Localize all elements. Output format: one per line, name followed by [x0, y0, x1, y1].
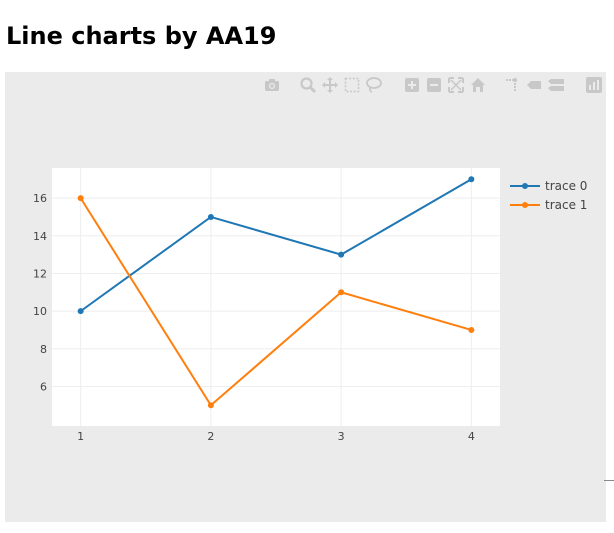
y-axis-ticks: 6 8 10 12 14 16 — [33, 192, 47, 393]
data-point[interactable] — [207, 213, 214, 220]
pan-icon[interactable] — [321, 76, 339, 94]
home-icon[interactable] — [469, 76, 487, 94]
spike-lines-icon[interactable] — [503, 76, 521, 94]
trace-1[interactable] — [77, 195, 475, 409]
x-tick-label: 2 — [207, 430, 214, 443]
hover-closest-icon[interactable] — [525, 76, 543, 94]
plot-area[interactable] — [52, 168, 500, 426]
y-tick-label: 16 — [33, 192, 47, 205]
data-point[interactable] — [77, 195, 84, 202]
legend-item-1[interactable]: trace 1 — [510, 198, 587, 212]
legend-marker-swatch — [522, 202, 528, 208]
legend[interactable]: trace 0 trace 1 — [510, 179, 587, 212]
x-tick-label: 1 — [77, 430, 84, 443]
series-line[interactable] — [79, 197, 472, 407]
trace-0[interactable] — [77, 176, 475, 315]
traces — [77, 176, 475, 409]
lasso-select-icon[interactable] — [365, 76, 383, 94]
y-tick-label: 8 — [40, 343, 47, 356]
page-title: Line charts by AA19 — [6, 22, 277, 50]
legend-label: trace 1 — [545, 198, 587, 212]
box-select-icon[interactable] — [343, 76, 361, 94]
data-point[interactable] — [468, 176, 475, 183]
zoom-in-icon[interactable] — [403, 76, 421, 94]
modebar — [263, 76, 603, 94]
data-point[interactable] — [77, 308, 84, 315]
hover-compare-icon[interactable] — [547, 76, 565, 94]
edge-mark — [604, 480, 614, 481]
series-line[interactable] — [80, 178, 472, 312]
x-tick-label: 4 — [468, 430, 475, 443]
data-point[interactable] — [338, 251, 345, 258]
data-point[interactable] — [338, 289, 345, 296]
legend-marker-swatch — [522, 183, 528, 189]
data-point[interactable] — [468, 326, 475, 333]
zoom-icon[interactable] — [299, 76, 317, 94]
data-point[interactable] — [207, 402, 214, 409]
plotly-logo-icon[interactable] — [585, 76, 603, 94]
zoom-out-icon[interactable] — [425, 76, 443, 94]
y-tick-label: 14 — [33, 230, 47, 243]
legend-item-0[interactable]: trace 0 — [510, 179, 587, 193]
y-tick-label: 6 — [40, 380, 47, 393]
camera-icon[interactable] — [263, 76, 281, 94]
y-tick-label: 10 — [33, 305, 47, 318]
legend-label: trace 0 — [545, 179, 587, 193]
y-tick-label: 12 — [33, 267, 47, 280]
autoscale-icon[interactable] — [447, 76, 465, 94]
x-tick-label: 3 — [338, 430, 345, 443]
x-axis-ticks: 1 2 3 4 — [77, 430, 475, 443]
